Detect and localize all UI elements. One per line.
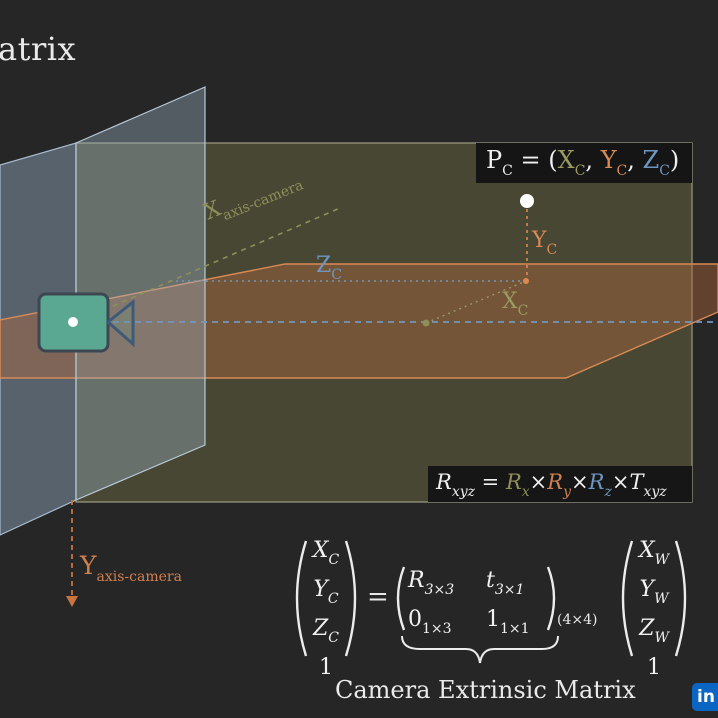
matrix-right-paren: [546, 566, 556, 631]
world-vector-entry: YW: [639, 577, 669, 607]
x-axis-camera-line: [75, 207, 341, 323]
camera-vector: XC YC ZC 1: [304, 536, 348, 683]
xc-origin-dot: [422, 319, 430, 327]
projection-dot: [523, 278, 529, 284]
extrinsic-matrix: R3×3 t3×1 01×3 11×1: [408, 566, 546, 644]
camera-vector-right-paren: [344, 540, 357, 657]
y-axis-arrowhead: [66, 596, 78, 607]
linkedin-icon[interactable]: in: [692, 683, 718, 711]
rotation-formula: Rxyz = Rx×Ry×Rz×Txyz: [436, 470, 667, 500]
world-vector-right-paren: [674, 540, 687, 657]
camera-icon: [37, 292, 135, 353]
camera-vector-entry: XC: [312, 538, 340, 568]
world-vector-entry: ZW: [639, 616, 669, 646]
matrix-row: 01×3 11×1: [408, 607, 530, 637]
matrix-row: R3×3 t3×1: [408, 568, 525, 598]
camera-vector-entry: YC: [313, 577, 339, 607]
rotation-formula-box: [428, 466, 692, 502]
equals-sign: =: [367, 582, 389, 612]
horizontal-plane: [0, 263, 718, 379]
matrix-left-paren: [396, 566, 406, 631]
underbrace: [401, 635, 559, 664]
yc-label: YC: [532, 228, 558, 258]
point-label-box: [476, 143, 692, 183]
world-vector-left-paren: [621, 540, 634, 657]
camera-vector-entry: ZC: [312, 616, 339, 646]
xc-label: XC: [502, 289, 529, 319]
camera-vector-left-paren: [295, 540, 308, 657]
world-vector-entry: XW: [638, 538, 670, 568]
caption: Camera Extrinsic Matrix: [335, 676, 636, 704]
point-pc: [520, 194, 534, 208]
xc-line: [425, 280, 527, 324]
y-axis-camera-label: Yaxis-camera: [80, 551, 182, 585]
page-title: atrix: [0, 30, 77, 68]
zc-label: ZC: [316, 253, 343, 283]
world-vector: XW YW ZW 1: [630, 536, 678, 683]
matrix-size: (4×4): [557, 612, 598, 628]
world-vector-entry: 1: [647, 655, 661, 680]
camera-vector-entry: 1: [319, 655, 333, 680]
point-label: PC = (XC, YC, ZC): [486, 146, 680, 179]
